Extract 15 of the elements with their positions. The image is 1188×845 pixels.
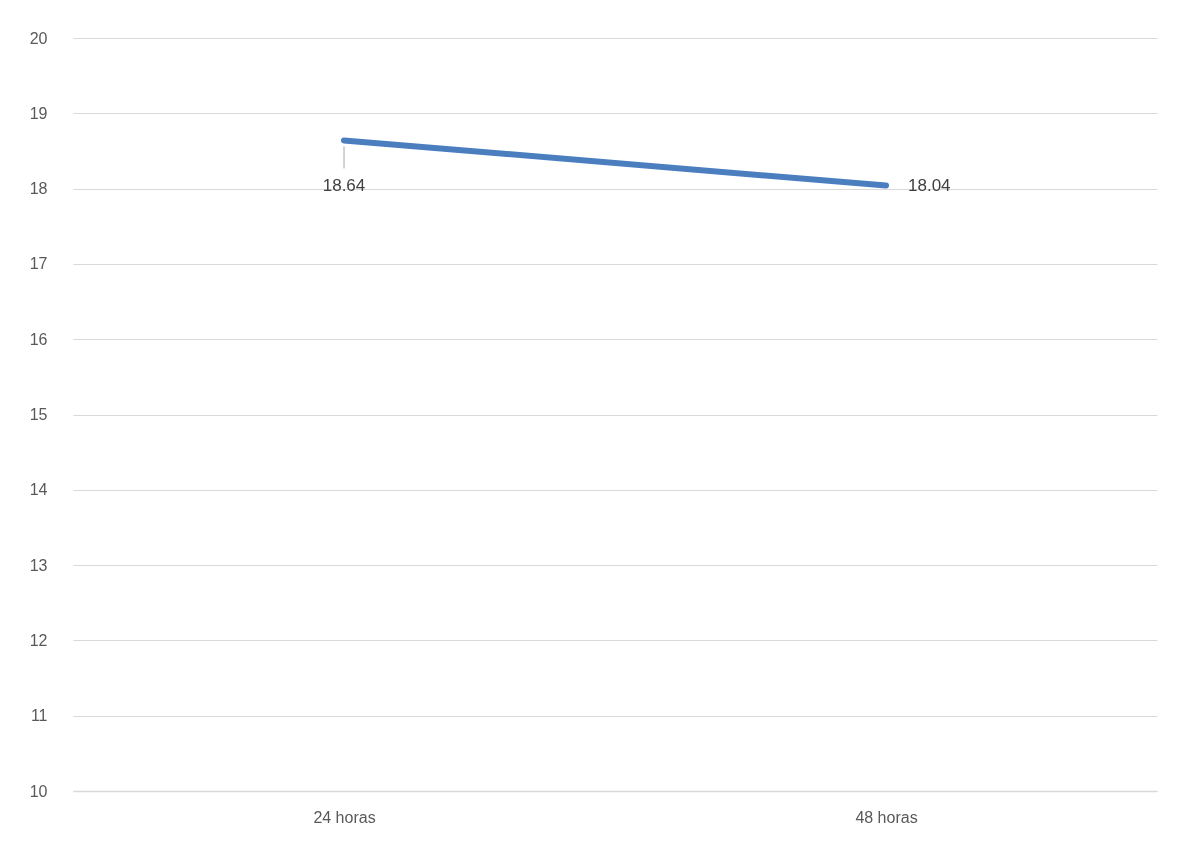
y-tick-label: 20 [29,29,48,47]
x-tick-label: 48 horas [855,808,918,826]
y-tick-label: 19 [29,104,48,122]
y-tick-label: 16 [29,330,48,348]
y-tick-label: 15 [29,406,48,423]
y-tick-label: 10 [29,782,48,800]
data-label: 18.64 [322,176,366,196]
y-tick-label: 13 [29,556,48,574]
y-tick-label: 12 [29,631,48,649]
y-tick-label: 17 [29,255,48,273]
y-tick-label: 14 [29,481,48,499]
y-tick-label: 11 [30,707,48,725]
y-tick-label: 18 [29,180,48,198]
data-label: 18.04 [908,175,951,195]
x-tick-label: 24 horas [313,808,376,826]
